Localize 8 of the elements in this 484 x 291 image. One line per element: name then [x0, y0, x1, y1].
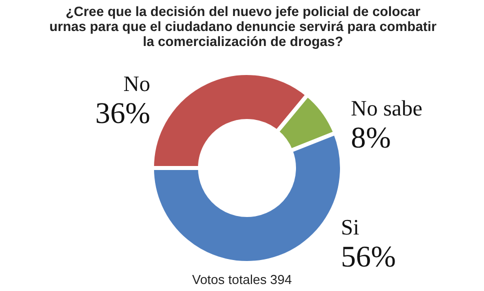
data-label: 36%	[95, 97, 150, 130]
slice-label: No	[123, 71, 150, 96]
chart-title: ¿Cree que la decisión del nuevo jefe policial de colocar urnas para que el ciudadano denuncie servirá para combatir la comercialización de drogas?	[48, 4, 438, 49]
slice-label: No sabe	[350, 95, 422, 120]
slice-label: Si	[340, 214, 360, 240]
data-label: 56%	[340, 240, 396, 274]
text: Votos totales 394	[191, 272, 293, 287]
data-label: 8%	[350, 121, 391, 154]
